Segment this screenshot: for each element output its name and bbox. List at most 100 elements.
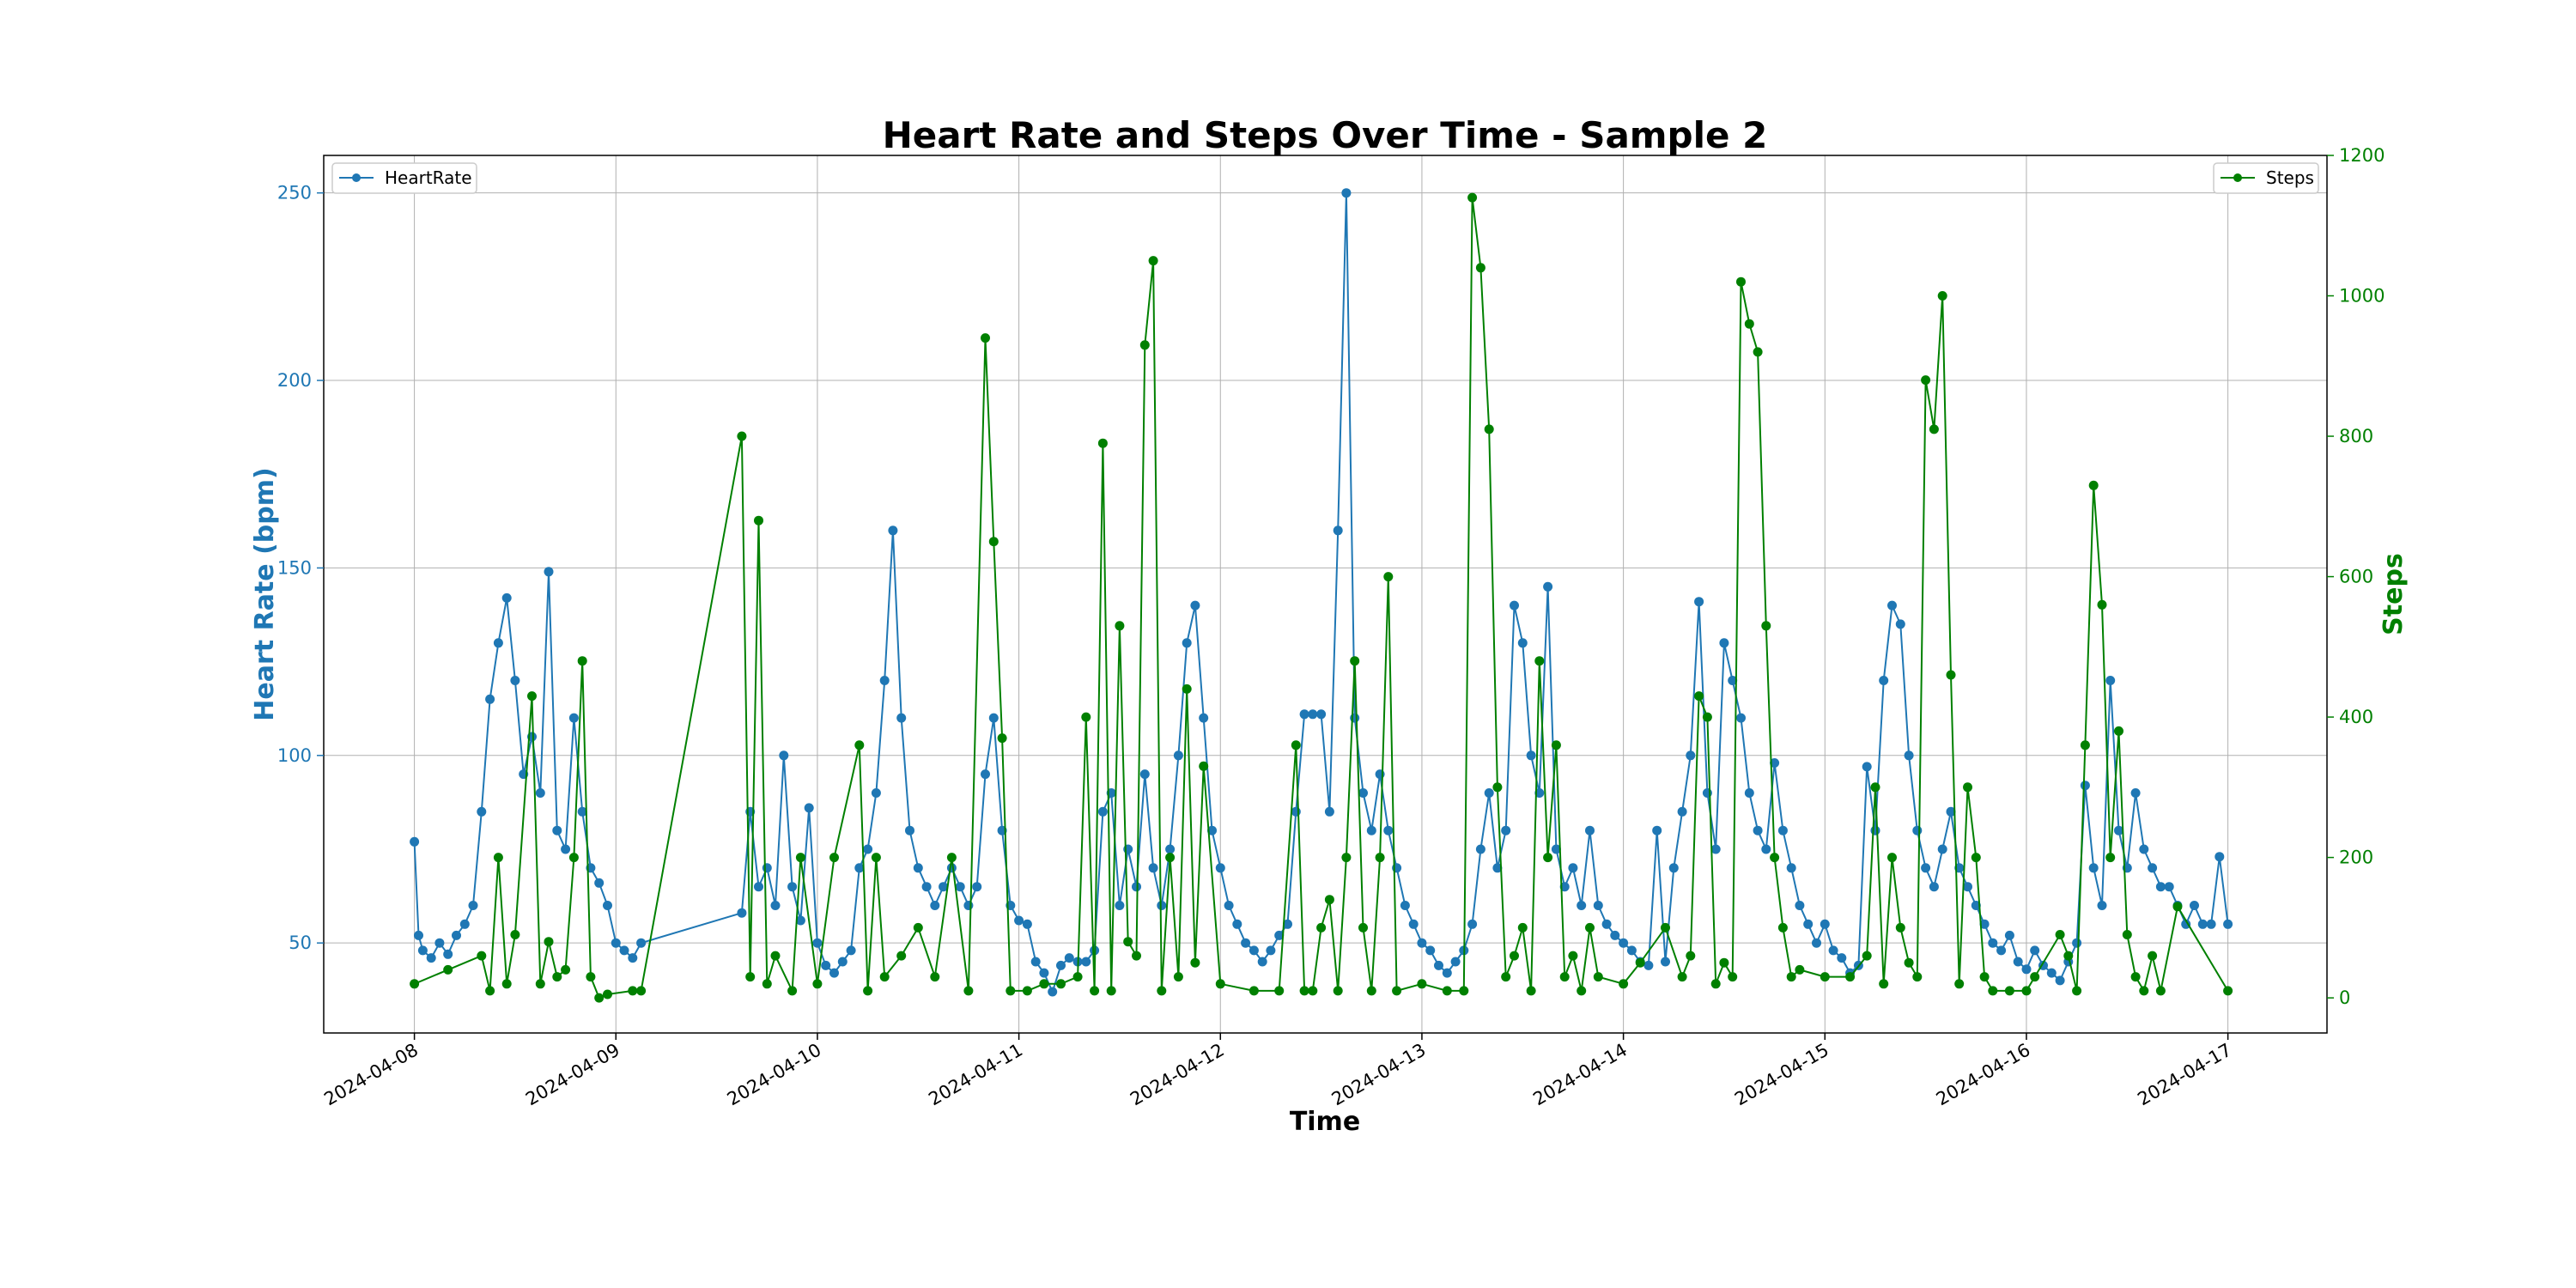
heart-rate-point xyxy=(1937,844,1947,854)
steps-point xyxy=(963,986,974,996)
steps-point xyxy=(1274,986,1285,996)
heart-rate-point xyxy=(963,901,974,910)
steps-point xyxy=(1392,986,1402,996)
steps-point xyxy=(2088,480,2099,490)
heart-rate-point xyxy=(1324,806,1334,817)
steps-point xyxy=(510,930,520,939)
heart-rate-point xyxy=(1157,901,1167,910)
right-tick-label: 400 xyxy=(2339,707,2373,727)
heart-rate-point xyxy=(414,930,423,940)
heart-rate-point xyxy=(804,803,814,813)
heart-rate-point xyxy=(1988,938,1998,948)
steps-point xyxy=(1132,951,1141,961)
steps-point xyxy=(2072,986,2082,996)
heart-rate-point xyxy=(1736,713,1746,723)
steps-point xyxy=(1442,986,1452,996)
heart-rate-point xyxy=(955,882,965,892)
steps-point xyxy=(1517,922,1528,933)
heart-rate-point xyxy=(1400,901,1410,910)
heart-rate-point xyxy=(946,863,957,873)
heart-rate-point xyxy=(594,878,605,888)
steps-point xyxy=(1123,937,1133,947)
heart-rate-point xyxy=(561,844,571,854)
steps-point xyxy=(410,979,420,989)
steps-point xyxy=(552,972,562,982)
steps-point xyxy=(1895,922,1905,933)
steps-point xyxy=(1182,683,1192,694)
steps-point xyxy=(586,972,596,982)
heart-rate-point xyxy=(1929,882,1939,892)
heart-rate-point xyxy=(1677,806,1687,817)
heart-rate-point xyxy=(636,938,647,948)
heart-rate-point xyxy=(1610,930,1620,940)
steps-point xyxy=(2080,740,2090,750)
heart-rate-point xyxy=(1442,968,1452,978)
heart-rate-point xyxy=(1643,960,1654,970)
legend-heart-rate-box xyxy=(331,162,477,194)
right-tick-label: 600 xyxy=(2339,567,2373,587)
heart-rate-point xyxy=(2206,919,2216,929)
heart-rate-point xyxy=(1694,597,1704,607)
right-tick-label: 1000 xyxy=(2339,286,2385,307)
heart-rate-point xyxy=(1283,919,1292,929)
heart-rate-point xyxy=(1048,987,1058,997)
heart-rate-point xyxy=(1241,938,1251,948)
steps-point xyxy=(1056,979,1066,989)
heart-rate-point xyxy=(737,908,747,918)
steps-point xyxy=(854,740,865,750)
heart-rate-point xyxy=(1316,709,1327,720)
heart-rate-point xyxy=(863,844,873,854)
steps-point xyxy=(787,986,798,996)
heart-rate-point xyxy=(2055,975,2065,986)
steps-point xyxy=(1148,256,1158,266)
steps-point xyxy=(561,964,571,975)
heart-rate-point xyxy=(1064,953,1074,963)
heart-rate-point xyxy=(1501,825,1511,835)
steps-point xyxy=(1543,853,1553,863)
heart-rate-point xyxy=(1434,960,1443,970)
heart-rate-point xyxy=(603,901,612,910)
heart-rate-point xyxy=(510,676,520,685)
heart-rate-point xyxy=(1577,901,1587,910)
steps-point xyxy=(1963,782,1972,793)
heart-rate-point xyxy=(535,788,545,798)
steps-point xyxy=(1139,340,1150,350)
heart-rate-point xyxy=(1543,581,1553,592)
heart-rate-point xyxy=(1249,945,1259,956)
steps-point xyxy=(1316,922,1327,933)
heart-rate-point xyxy=(1921,863,1931,873)
steps-point xyxy=(1777,922,1788,933)
steps-point xyxy=(1341,853,1352,863)
heart-rate-series xyxy=(410,188,2233,997)
steps-point xyxy=(879,972,890,982)
heart-rate-point xyxy=(2021,964,2032,975)
left-tick-label: 250 xyxy=(277,183,312,204)
plot-frame xyxy=(323,155,2328,1034)
steps-point xyxy=(1946,670,1956,680)
heart-rate-point xyxy=(871,788,881,798)
heart-rate-point xyxy=(426,953,436,963)
steps-point xyxy=(1173,972,1183,982)
steps-point xyxy=(913,922,923,933)
chart-title: Heart Rate and Steps Over Time - Sample … xyxy=(883,114,1768,156)
steps-point xyxy=(2004,986,2014,996)
heart-rate-point xyxy=(1132,882,1141,892)
steps-point xyxy=(1879,979,1889,989)
heart-rate-point xyxy=(1022,919,1032,929)
steps-point xyxy=(1635,957,1645,968)
steps-point xyxy=(2223,986,2233,996)
steps-point xyxy=(754,515,763,526)
heart-rate-point xyxy=(459,919,470,929)
steps-point xyxy=(812,979,823,989)
steps-point xyxy=(1795,964,1805,975)
heart-rate-point xyxy=(1585,825,1595,835)
steps-point xyxy=(1501,972,1511,982)
heart-rate-point xyxy=(1173,750,1183,761)
left-tick-label: 200 xyxy=(277,370,312,391)
steps-point xyxy=(1954,979,1965,989)
steps-point xyxy=(1106,986,1116,996)
heart-rate-point xyxy=(1199,713,1209,723)
steps-point xyxy=(1383,572,1394,582)
heart-rate-point xyxy=(1862,762,1872,772)
heart-rate-point xyxy=(2088,863,2099,873)
